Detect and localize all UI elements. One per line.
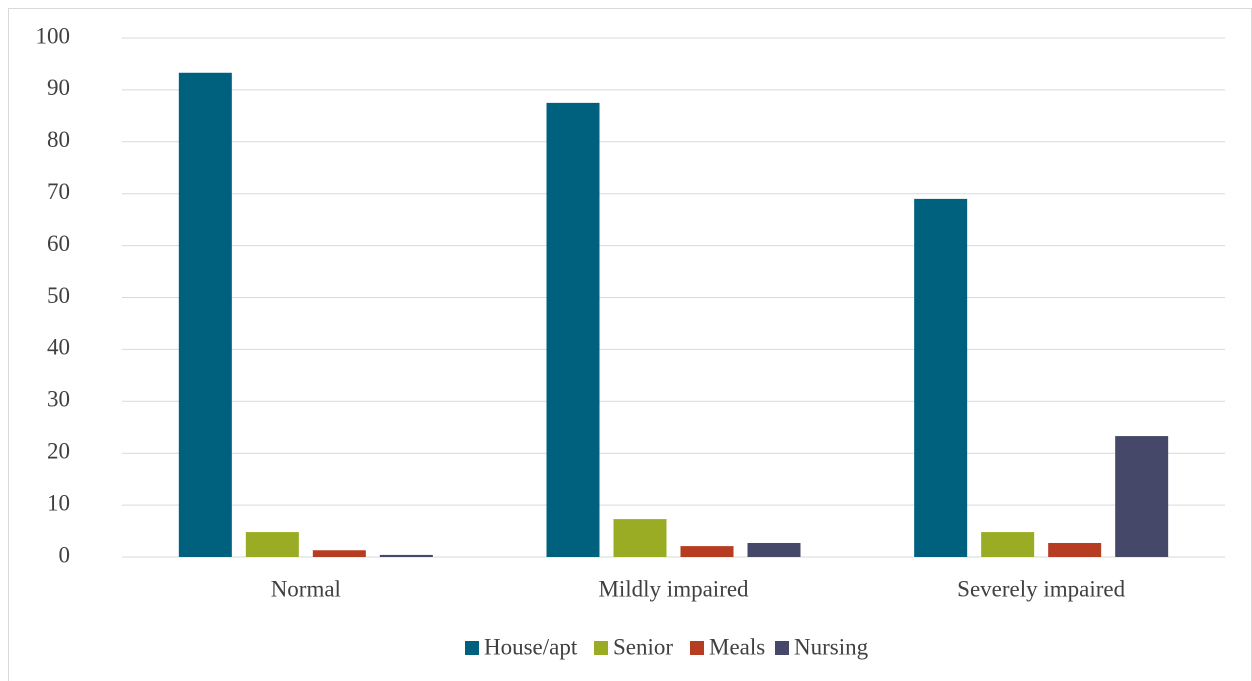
bar	[680, 546, 734, 557]
y-tick-label: 0	[59, 542, 71, 567]
bar	[747, 542, 801, 557]
legend-swatch	[775, 641, 789, 655]
legend-swatch	[690, 641, 704, 655]
x-tick-label: Mildly impaired	[598, 576, 749, 601]
legend-label: Meals	[709, 634, 765, 659]
bar	[613, 519, 667, 557]
bar	[981, 532, 1035, 557]
y-tick-label: 80	[47, 127, 70, 152]
y-tick-label: 90	[47, 75, 70, 100]
bar	[245, 532, 299, 557]
x-tick-label: Normal	[271, 576, 341, 601]
bar	[178, 72, 232, 557]
y-tick-label: 60	[47, 231, 70, 256]
y-tick-label: 40	[47, 335, 70, 360]
legend-swatch	[465, 641, 479, 655]
bar	[312, 550, 366, 557]
bar	[546, 102, 600, 557]
y-tick-label: 70	[47, 179, 70, 204]
legend-label: Senior	[613, 634, 673, 659]
y-tick-label: 50	[47, 283, 70, 308]
legend-label: Nursing	[794, 634, 869, 659]
bar	[379, 554, 433, 557]
bar	[1115, 436, 1169, 557]
y-tick-label: 100	[36, 23, 71, 48]
bar	[914, 198, 968, 557]
y-tick-label: 20	[47, 438, 70, 463]
y-tick-label: 30	[47, 387, 70, 412]
x-tick-label: Severely impaired	[957, 576, 1125, 601]
y-tick-label: 10	[47, 490, 70, 515]
legend-swatch	[594, 641, 608, 655]
bar	[1048, 542, 1102, 557]
legend-label: House/apt	[484, 634, 578, 659]
